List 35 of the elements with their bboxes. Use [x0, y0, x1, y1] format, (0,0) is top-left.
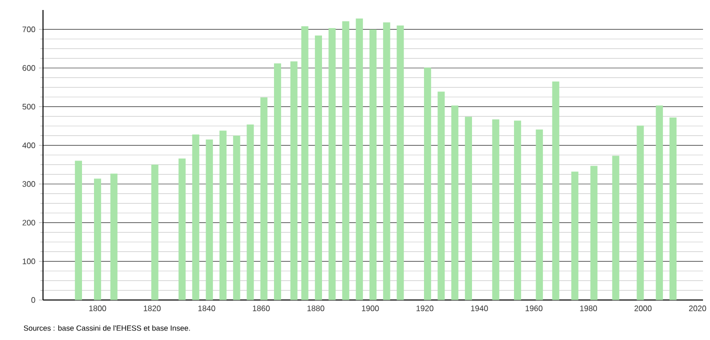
bar	[451, 106, 458, 300]
bar	[636, 126, 644, 300]
bar	[369, 29, 377, 300]
bar	[290, 61, 298, 300]
bar	[178, 158, 186, 300]
bar	[206, 140, 213, 300]
bar	[590, 166, 598, 300]
bar	[74, 160, 82, 300]
bar	[342, 21, 350, 300]
bar	[151, 164, 158, 300]
bar	[383, 22, 390, 300]
bar	[314, 36, 322, 300]
bar	[260, 97, 268, 300]
bar	[492, 119, 500, 300]
bar	[552, 82, 560, 300]
bar	[94, 178, 102, 300]
bar	[464, 116, 472, 300]
bar	[656, 106, 663, 300]
bar	[192, 134, 200, 300]
bar	[396, 25, 404, 300]
bar	[669, 117, 677, 300]
bar	[328, 28, 336, 300]
bar	[438, 92, 445, 300]
bar	[246, 124, 254, 300]
bar	[219, 130, 227, 300]
bar	[571, 172, 578, 300]
bar	[536, 129, 543, 300]
bar	[514, 120, 522, 300]
bar	[274, 63, 282, 300]
bar	[356, 18, 363, 300]
bar	[301, 26, 308, 300]
bar	[233, 136, 240, 300]
bar	[612, 156, 620, 300]
bar	[110, 174, 118, 300]
bar	[424, 68, 432, 300]
